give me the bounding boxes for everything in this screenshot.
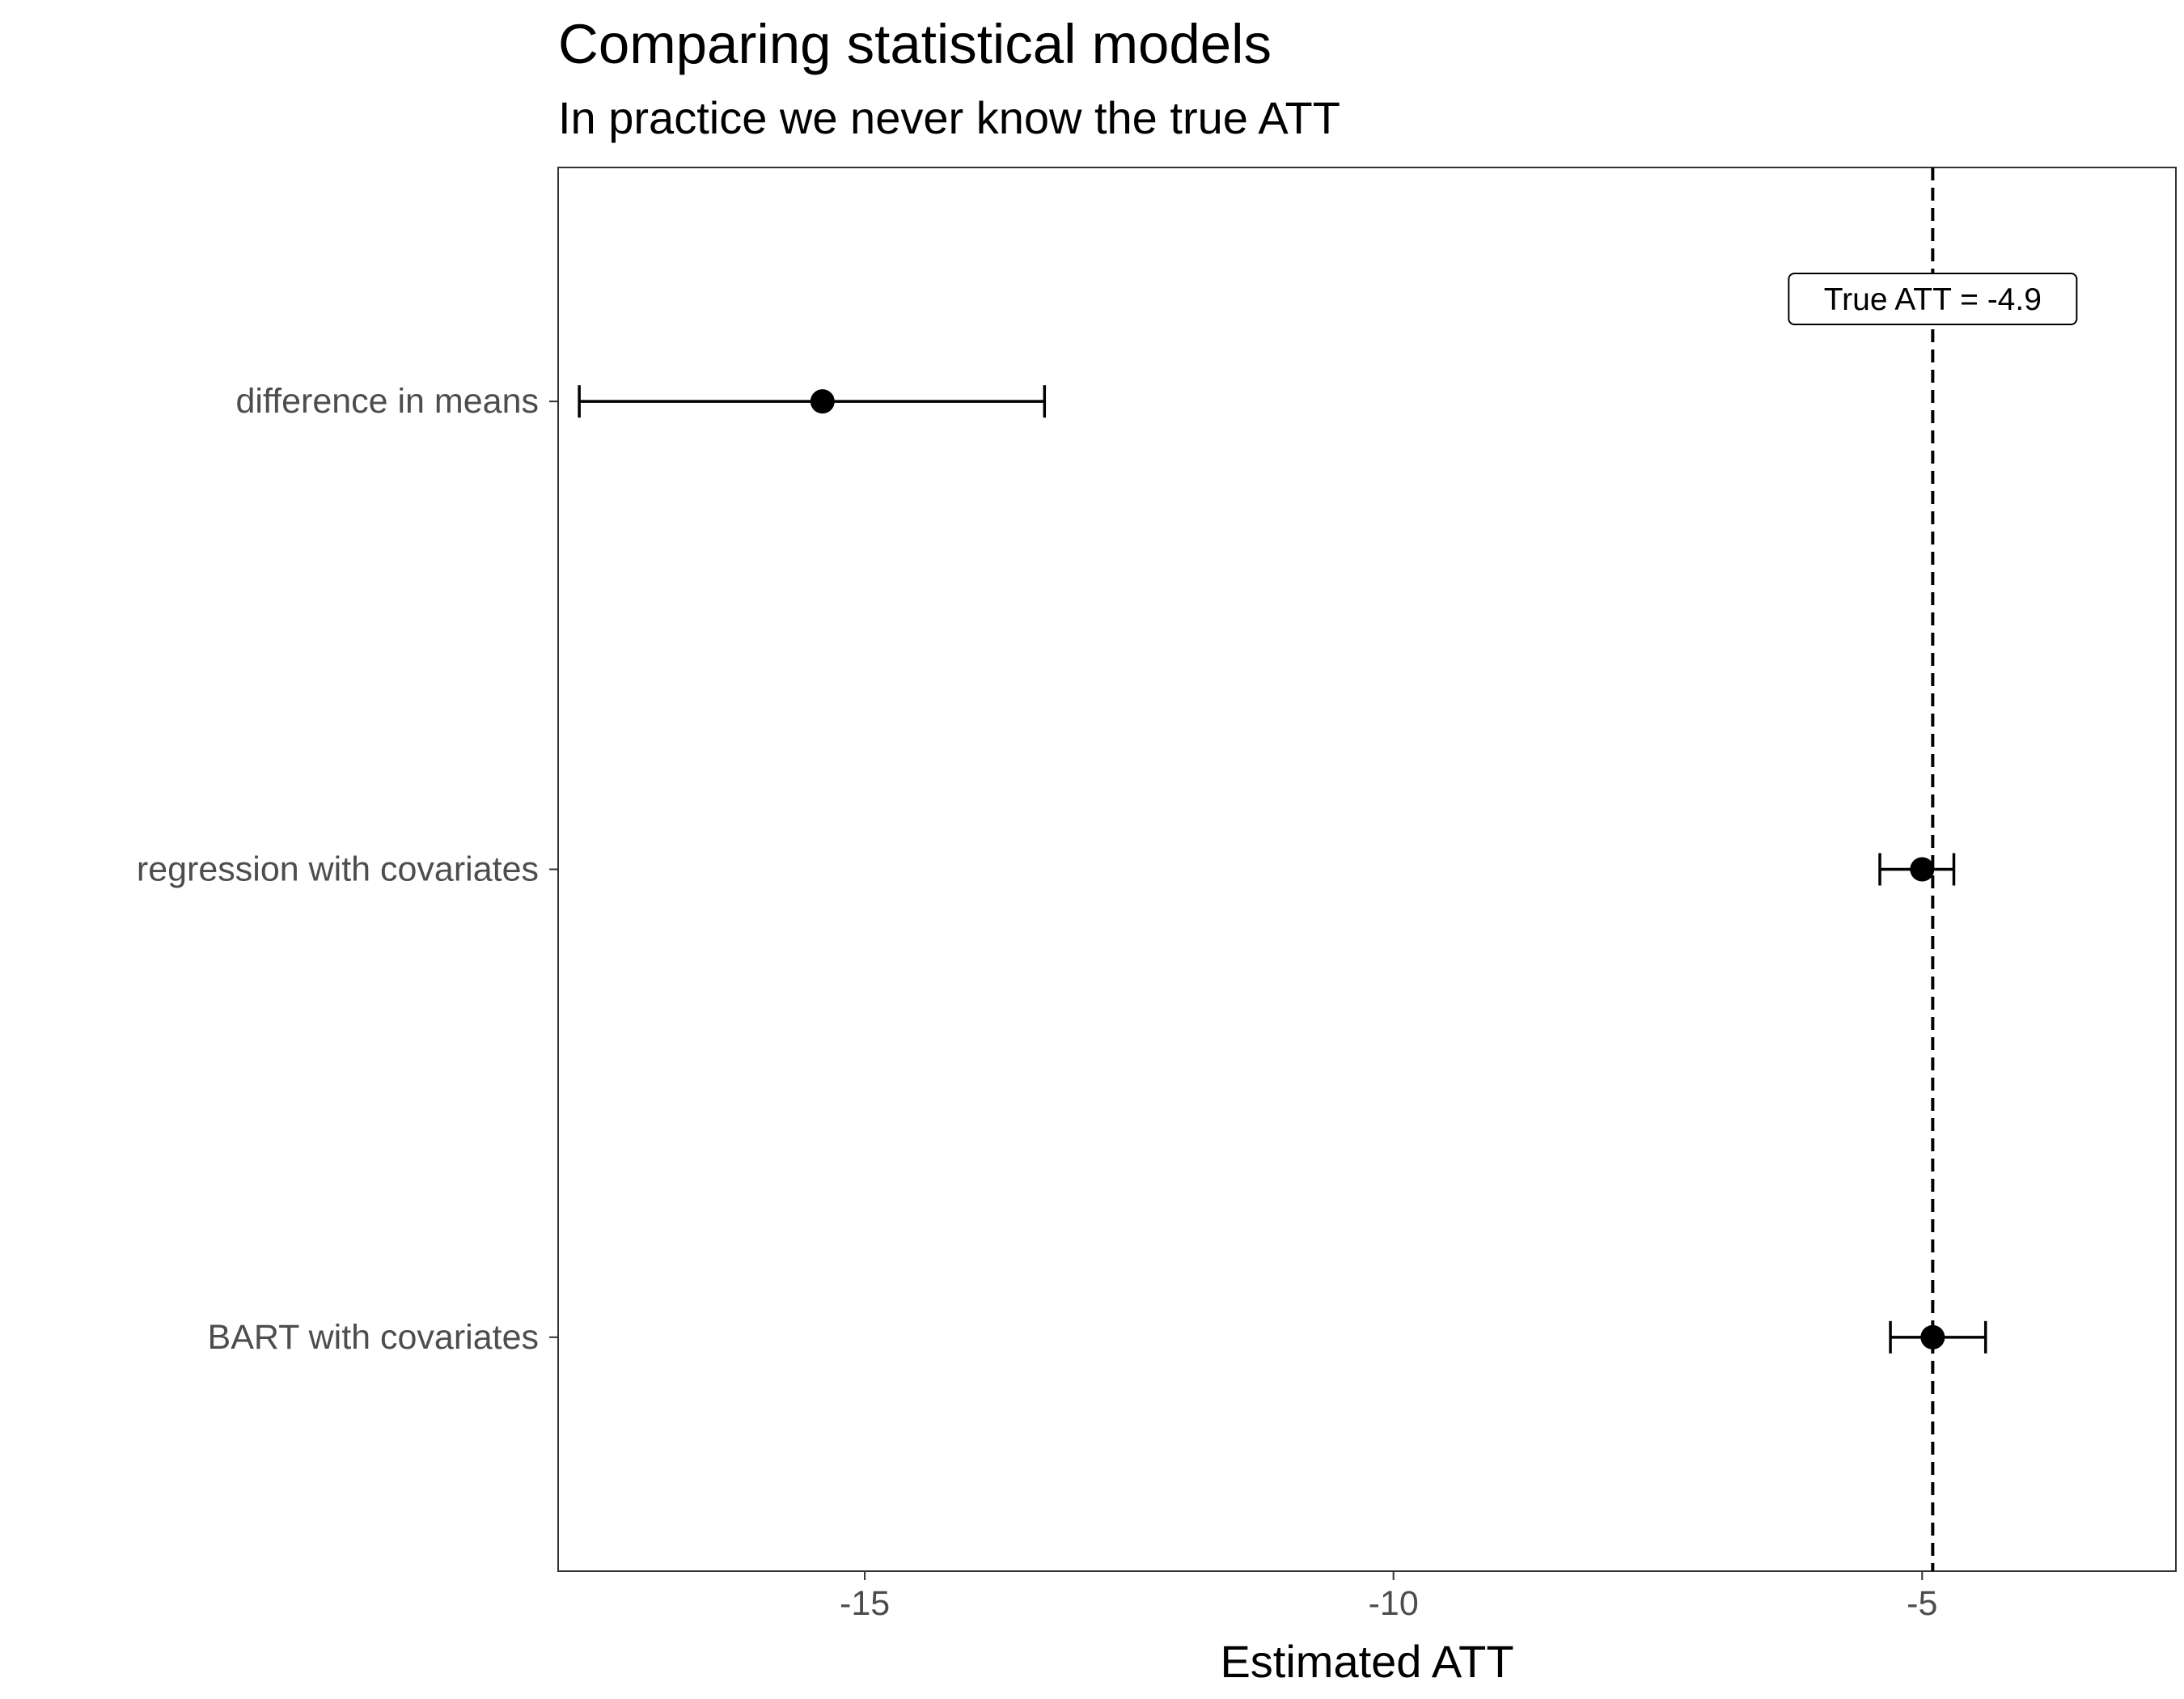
interval-marks-layer bbox=[578, 385, 1987, 1354]
x-tick-label: -15 bbox=[840, 1584, 890, 1623]
y-tick-label: regression with covariates bbox=[137, 850, 539, 889]
true-att-label-box bbox=[1788, 273, 2078, 325]
x-tick-label: -5 bbox=[1907, 1584, 1937, 1623]
x-tick-label: -10 bbox=[1369, 1584, 1419, 1623]
chart-title: Comparing statistical models bbox=[558, 13, 1272, 75]
axes-layer: difference in means regression with covar… bbox=[137, 382, 1938, 1623]
estimate-point-0 bbox=[810, 389, 835, 414]
y-tick-label: difference in means bbox=[236, 382, 540, 421]
x-axis-title: Estimated ATT bbox=[1220, 1636, 1513, 1687]
estimate-point-1 bbox=[1910, 857, 1935, 882]
estimate-point-2 bbox=[1920, 1324, 1945, 1349]
y-tick-label: BART with covariates bbox=[208, 1318, 539, 1357]
annotation-layer: True ATT = -4.9 bbox=[1788, 273, 2078, 325]
true-att-label: True ATT = -4.9 bbox=[1824, 282, 2042, 317]
chart-subtitle: In practice we never know the true ATT bbox=[558, 92, 1340, 143]
